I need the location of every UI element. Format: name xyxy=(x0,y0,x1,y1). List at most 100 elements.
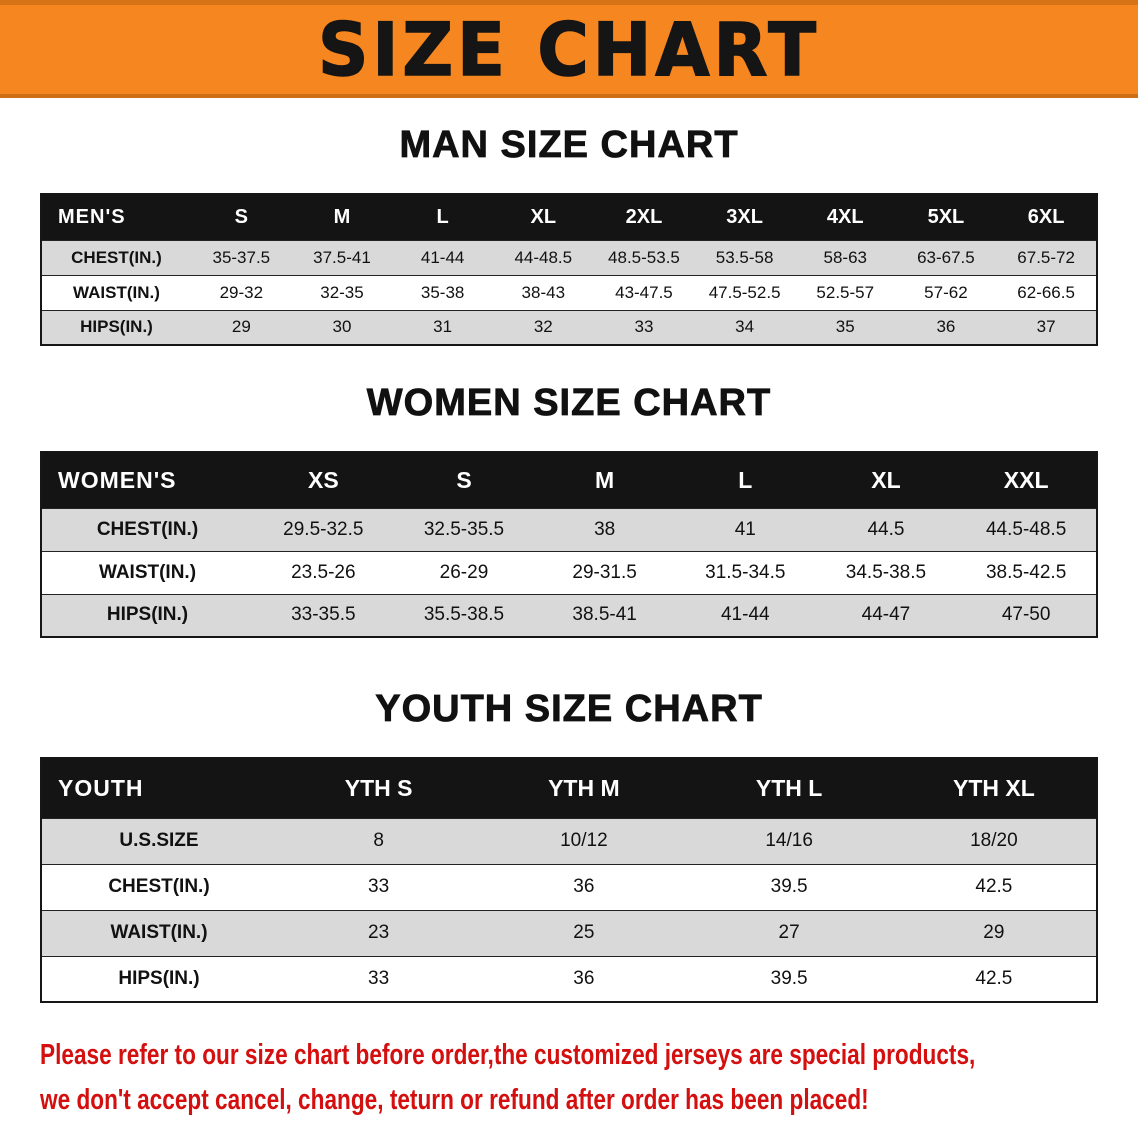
size-value-cell: 44-48.5 xyxy=(492,239,594,275)
table-row: WAIST(IN.) 23.5-26 26-29 29-31.5 31.5-34.5 34… xyxy=(41,550,1097,594)
size-value-cell: 29.5-32.5 xyxy=(253,507,394,551)
column-header: 2XL xyxy=(625,205,663,228)
size-value-cell: 32-35 xyxy=(291,274,393,310)
size-value-cell: 25 xyxy=(481,909,687,956)
column-header: M xyxy=(333,205,351,228)
size-value-cell: 29 xyxy=(891,909,1097,956)
table-header-row: MEN'S S M L XL 2XL 3XL 4XL 5XL 6XL xyxy=(41,194,1097,240)
table-row: CHEST(IN.) 29.5-32.5 32.5-35.5 38 41 44.5 44.5… xyxy=(41,507,1097,551)
youth-size-table: YOUTH YTH S YTH M YTH L YTH XL U.S.SIZE 8 10/12… xyxy=(40,757,1098,1003)
row-label: WAIST(IN.) xyxy=(41,274,191,310)
size-value-cell: 39.5 xyxy=(686,863,892,910)
size-value-cell: 10/12 xyxy=(481,817,687,864)
column-header: S xyxy=(456,466,472,493)
table-row: HIPS(IN.) 33-35.5 35.5-38.5 38.5-41 41-44 44-… xyxy=(41,593,1097,637)
table-row: HIPS(IN.) 33 36 39.5 42.5 xyxy=(41,955,1097,1002)
size-value-cell: 38-43 xyxy=(492,274,594,310)
column-header: 5XL xyxy=(927,205,965,228)
row-label: U.S.SIZE xyxy=(41,817,276,864)
men-size-section: MAN SIZE CHART MEN'S S M L XL 2XL 3XL 4XL 5XL 6XL… xyxy=(0,124,1138,346)
column-header: YTH XL xyxy=(952,774,1035,801)
size-value-cell: 41 xyxy=(674,507,816,551)
size-value-cell: 34 xyxy=(694,309,795,345)
table-row: CHEST(IN.) 35-37.5 37.5-41 41-44 44-48.5 48.5… xyxy=(41,239,1097,275)
row-label: WAIST(IN.) xyxy=(41,550,253,594)
column-header: YTH M xyxy=(548,774,620,801)
size-value-cell: 36 xyxy=(895,309,997,345)
size-value-cell: 63-67.5 xyxy=(895,239,997,275)
youth-size-section: YOUTH SIZE CHART YOUTH YTH S YTH M YTH L YTH… xyxy=(0,688,1138,1003)
table-corner-label: YOUTH xyxy=(58,774,144,801)
size-value-cell: 42.5 xyxy=(891,955,1097,1002)
size-value-cell: 42.5 xyxy=(891,863,1097,910)
row-label: CHEST(IN.) xyxy=(41,239,191,275)
size-value-cell: 38.5-41 xyxy=(534,593,675,637)
size-value-cell: 35-37.5 xyxy=(191,239,292,275)
column-header: XS xyxy=(307,466,339,493)
size-value-cell: 29-32 xyxy=(191,274,292,310)
size-value-cell: 33 xyxy=(276,955,482,1002)
size-value-cell: 38 xyxy=(534,507,675,551)
table-row: WAIST(IN.) 23 25 27 29 xyxy=(41,909,1097,956)
size-value-cell: 31.5-34.5 xyxy=(674,550,816,594)
size-value-cell: 27 xyxy=(686,909,892,956)
column-header: L xyxy=(738,466,753,493)
notice-line-1: Please refer to our size chart before or… xyxy=(40,1039,976,1071)
size-value-cell: 23 xyxy=(276,909,482,956)
size-value-cell: 47-50 xyxy=(956,593,1097,637)
size-value-cell: 8 xyxy=(276,817,482,864)
column-header: 3XL xyxy=(726,205,763,228)
size-value-cell: 43-47.5 xyxy=(593,274,695,310)
row-label: HIPS(IN.) xyxy=(41,593,253,637)
table-row: U.S.SIZE 8 10/12 14/16 18/20 xyxy=(41,817,1097,864)
size-value-cell: 41-44 xyxy=(392,239,493,275)
women-size-section: WOMEN SIZE CHART WOMEN'S XS S M L XL XXL CHEST(… xyxy=(0,382,1138,638)
row-label: CHEST(IN.) xyxy=(41,507,253,551)
size-value-cell: 14/16 xyxy=(686,817,892,864)
table-row: CHEST(IN.) 33 36 39.5 42.5 xyxy=(41,863,1097,910)
size-value-cell: 41-44 xyxy=(674,593,816,637)
row-label: WAIST(IN.) xyxy=(41,909,276,956)
column-header: M xyxy=(595,466,615,493)
size-value-cell: 53.5-58 xyxy=(694,239,795,275)
size-value-cell: 31 xyxy=(392,309,493,345)
size-value-cell: 35.5-38.5 xyxy=(393,593,535,637)
women-size-chart-heading: WOMEN SIZE CHART xyxy=(366,382,772,425)
table-corner-label: MEN'S xyxy=(58,205,126,228)
size-value-cell: 34.5-38.5 xyxy=(815,550,957,594)
column-header: XXL xyxy=(1003,466,1049,493)
table-corner-label: WOMEN'S xyxy=(58,466,177,493)
column-header: 4XL xyxy=(826,205,864,228)
column-header: YTH S xyxy=(344,774,413,801)
women-size-table: WOMEN'S XS S M L XL XXL CHEST(IN.) 29.5-32.5 32.5… xyxy=(40,451,1098,638)
table-row: HIPS(IN.) 29 30 31 32 33 34 35 36 37 xyxy=(41,309,1097,345)
page-title: SIZE CHART xyxy=(317,6,821,93)
size-value-cell: 48.5-53.5 xyxy=(593,239,695,275)
size-value-cell: 35 xyxy=(794,309,896,345)
row-label: HIPS(IN.) xyxy=(41,309,191,345)
column-header: XL xyxy=(871,466,901,493)
size-value-cell: 32.5-35.5 xyxy=(393,507,535,551)
size-value-cell: 37.5-41 xyxy=(291,239,393,275)
size-value-cell: 32 xyxy=(492,309,594,345)
size-value-cell: 58-63 xyxy=(794,239,896,275)
youth-size-chart-heading: YOUTH SIZE CHART xyxy=(375,688,763,731)
table-row: WAIST(IN.) 29-32 32-35 35-38 38-43 43-47.5 47.… xyxy=(41,274,1097,310)
column-header: S xyxy=(234,205,248,228)
size-value-cell: 33-35.5 xyxy=(253,593,394,637)
size-value-cell: 29-31.5 xyxy=(534,550,675,594)
table-header-row: WOMEN'S XS S M L XL XXL xyxy=(41,452,1097,508)
size-value-cell: 39.5 xyxy=(686,955,892,1002)
size-value-cell: 33 xyxy=(593,309,695,345)
table-header-row: YOUTH YTH S YTH M YTH L YTH XL xyxy=(41,758,1097,818)
size-value-cell: 29 xyxy=(191,309,292,345)
column-header: XL xyxy=(530,205,557,228)
row-label: HIPS(IN.) xyxy=(41,955,276,1002)
size-value-cell: 38.5-42.5 xyxy=(956,550,1097,594)
size-value-cell: 35-38 xyxy=(392,274,493,310)
size-value-cell: 23.5-26 xyxy=(253,550,394,594)
size-value-cell: 36 xyxy=(481,955,687,1002)
size-value-cell: 44-47 xyxy=(815,593,957,637)
order-notice: Please refer to our size chart before or… xyxy=(40,1033,1138,1123)
